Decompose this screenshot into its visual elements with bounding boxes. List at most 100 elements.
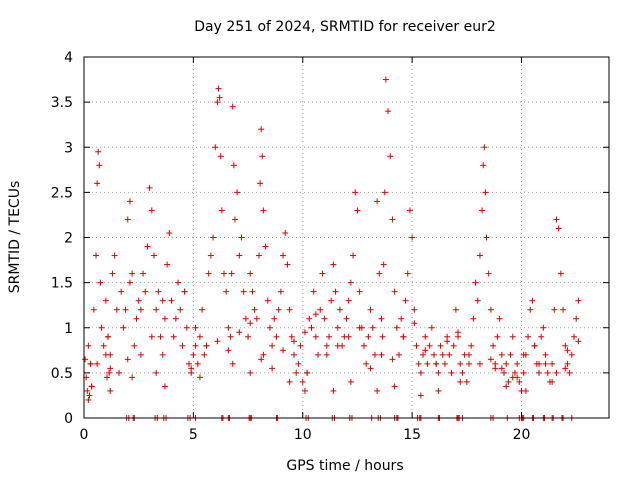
data-point xyxy=(291,351,297,358)
data-point xyxy=(301,387,308,394)
data-point xyxy=(280,347,287,354)
data-point xyxy=(501,369,507,376)
data-point xyxy=(551,306,558,313)
data-point xyxy=(96,162,103,169)
data-point xyxy=(450,342,457,349)
data-point xyxy=(428,324,435,331)
data-point xyxy=(140,270,147,277)
data-point xyxy=(317,306,324,313)
data-point xyxy=(369,324,376,331)
data-point xyxy=(227,333,234,340)
data-point xyxy=(538,333,545,340)
data-point xyxy=(225,347,232,354)
data-point xyxy=(172,315,179,322)
data-point xyxy=(262,243,269,250)
data-point xyxy=(146,184,153,191)
data-point xyxy=(308,324,315,331)
data-point xyxy=(420,351,427,358)
data-point xyxy=(455,329,462,336)
data-point xyxy=(249,288,256,295)
y-axis-label: SRMTID / TECUs xyxy=(7,181,23,294)
data-point xyxy=(260,207,267,214)
data-point xyxy=(216,94,223,101)
data-point xyxy=(361,342,367,349)
data-point xyxy=(347,279,354,286)
data-point xyxy=(144,243,151,250)
data-point xyxy=(378,315,385,322)
data-point xyxy=(310,288,317,295)
data-point xyxy=(210,234,217,241)
y-tick-label: 0.5 xyxy=(51,366,73,382)
data-point xyxy=(321,315,328,322)
data-point xyxy=(315,351,322,358)
data-point xyxy=(286,306,293,313)
data-point xyxy=(166,229,173,236)
data-point xyxy=(389,356,396,363)
data-point xyxy=(457,360,464,367)
data-point xyxy=(264,297,271,304)
data-point xyxy=(142,288,149,295)
data-point xyxy=(367,365,374,372)
data-point xyxy=(437,342,444,349)
data-point xyxy=(334,342,341,349)
plot-frame xyxy=(83,56,610,419)
data-point xyxy=(258,356,265,363)
x-tick-label: 15 xyxy=(403,427,421,443)
data-point xyxy=(498,365,505,372)
data-point xyxy=(367,306,374,313)
y-tick-label: 2 xyxy=(64,231,73,247)
data-point xyxy=(557,270,564,277)
data-point xyxy=(481,144,488,151)
data-point xyxy=(148,333,155,340)
data-point xyxy=(391,288,398,295)
data-point xyxy=(201,351,208,358)
data-point xyxy=(231,216,238,223)
data-point xyxy=(179,342,186,349)
data-point xyxy=(371,351,378,358)
data-point xyxy=(97,279,104,286)
data-point xyxy=(88,383,95,390)
data-point xyxy=(330,261,337,268)
data-point xyxy=(286,378,293,385)
data-point xyxy=(269,342,276,349)
data-point xyxy=(326,333,332,340)
x-tick-label: 20 xyxy=(513,427,531,443)
data-point xyxy=(323,342,330,349)
data-point xyxy=(251,306,258,313)
data-point xyxy=(503,383,510,390)
data-point xyxy=(103,374,110,381)
data-point xyxy=(85,342,92,349)
data-point xyxy=(393,324,400,331)
data-point xyxy=(205,270,212,277)
y-tick-label: 1 xyxy=(64,321,73,337)
data-point xyxy=(332,288,339,295)
data-point xyxy=(247,320,254,327)
data-point xyxy=(520,351,527,358)
data-point xyxy=(549,360,556,367)
x-tick-label: 0 xyxy=(80,427,89,443)
x-tick-label: 5 xyxy=(189,427,198,443)
data-point xyxy=(186,360,192,367)
data-point xyxy=(406,207,413,214)
data-point xyxy=(312,333,319,340)
data-point xyxy=(568,351,575,358)
data-point xyxy=(122,306,129,313)
data-point xyxy=(236,329,243,336)
data-point xyxy=(498,351,505,358)
data-point xyxy=(409,234,416,241)
data-point xyxy=(396,351,402,358)
data-point xyxy=(417,369,424,376)
data-point xyxy=(291,338,297,345)
data-point xyxy=(446,351,453,358)
data-point xyxy=(194,360,201,367)
data-point xyxy=(177,306,184,313)
data-point xyxy=(151,252,157,259)
data-point xyxy=(382,76,389,83)
data-point xyxy=(345,297,352,304)
data-point xyxy=(238,234,245,241)
data-point xyxy=(402,297,409,304)
data-point xyxy=(354,207,361,214)
data-point xyxy=(529,297,536,304)
data-point xyxy=(415,360,422,367)
data-point xyxy=(217,153,224,160)
